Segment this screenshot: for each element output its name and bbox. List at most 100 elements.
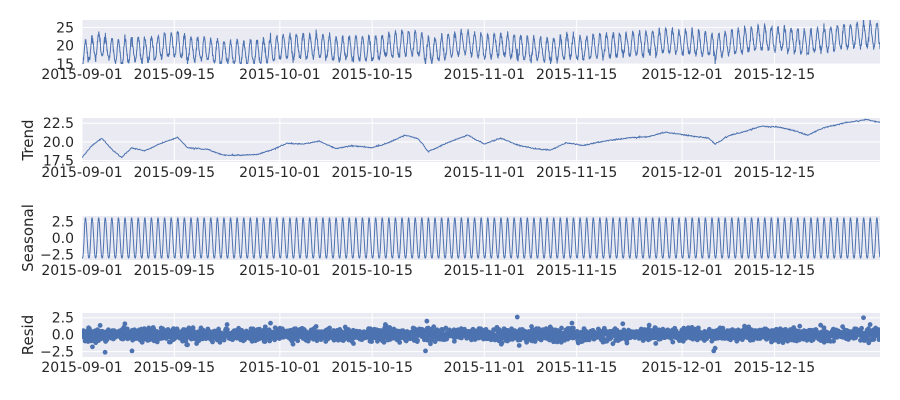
residual-point xyxy=(689,324,695,330)
residual-point xyxy=(262,339,268,344)
residual-point xyxy=(670,339,676,345)
residual-y-tick-label: 0.0 xyxy=(52,328,74,344)
trend-x-tick-label: 2015-11-01 xyxy=(444,165,525,181)
seasonal-x-tick-label: 2015-09-01 xyxy=(41,263,122,279)
seasonal-x-tick-label: 2015-12-15 xyxy=(734,263,815,279)
observed-x-tick-label: 2015-09-01 xyxy=(41,67,122,83)
residual-point xyxy=(559,325,564,331)
residual-point xyxy=(444,336,450,342)
residual-point xyxy=(712,345,718,351)
observed-series-line xyxy=(82,20,880,64)
residual-point xyxy=(383,323,389,329)
residual-point xyxy=(877,335,880,341)
residual-point xyxy=(742,323,747,329)
residual-point xyxy=(499,340,505,345)
trend-y-tick-label: 22.5 xyxy=(43,116,74,132)
residual-point xyxy=(529,324,534,329)
residual-point xyxy=(290,341,296,347)
trend-series-line xyxy=(82,118,880,159)
residual-y-tick-label: 2.5 xyxy=(52,311,74,327)
residual-point xyxy=(185,342,190,348)
residual-point xyxy=(129,348,135,354)
residual-point xyxy=(818,322,824,328)
residual-point xyxy=(431,324,437,330)
residual-point xyxy=(295,338,301,344)
seasonal-x-tick-label: 2015-11-01 xyxy=(444,263,525,279)
residual-point xyxy=(514,314,520,320)
seasonal-series-line xyxy=(82,217,880,259)
trend-x-tick-label: 2015-12-01 xyxy=(641,165,722,181)
residual-point xyxy=(210,339,215,345)
residual-point xyxy=(415,337,420,343)
observed-y-tick-label: 15 xyxy=(56,57,74,73)
residual-y-tick-label: −2.5 xyxy=(40,345,74,361)
trend-x-tick-label: 2015-12-15 xyxy=(734,165,815,181)
residual-point xyxy=(610,341,616,347)
residual-point xyxy=(369,339,375,345)
observed-x-tick-label: 2015-12-01 xyxy=(641,67,722,83)
residual-point xyxy=(443,325,449,331)
trend-y-tick-label: 17.5 xyxy=(43,154,74,170)
residual-point xyxy=(877,327,880,333)
residual-x-tick-label: 2015-12-15 xyxy=(734,360,815,376)
trend-x-tick-label: 2015-10-15 xyxy=(331,165,412,181)
residual-point xyxy=(90,344,95,350)
residual-point xyxy=(653,325,658,331)
residual-point xyxy=(864,336,870,342)
residual-point xyxy=(425,337,431,343)
residual-point xyxy=(387,325,393,330)
panel-seasonal: 2015-09-01 2015-09-15 2015-10-01 2015-10-15… xyxy=(19,204,880,279)
residual-point xyxy=(428,341,433,347)
residual-point xyxy=(720,325,726,331)
residual-x-tick-label: 2015-12-01 xyxy=(641,360,722,376)
seasonal-marks xyxy=(82,217,880,259)
observed-x-tick-label: 2015-10-15 xyxy=(331,67,412,83)
trend-x-tick-label: 2015-09-01 xyxy=(41,165,122,181)
residual-point xyxy=(217,339,223,345)
residual-point xyxy=(516,343,522,348)
residual-point xyxy=(327,325,332,331)
residual-point xyxy=(351,341,356,346)
trend-y-axis-label: Trend xyxy=(19,119,37,161)
panel-trend: 2015-09-01 2015-09-15 2015-10-01 2015-10-15… xyxy=(19,116,880,181)
residual-point xyxy=(97,323,103,328)
observed-x-tick-label: 2015-11-15 xyxy=(536,67,617,83)
residual-point xyxy=(866,340,872,346)
residual-point xyxy=(250,326,256,332)
residual-point xyxy=(381,339,387,345)
residual-x-tick-label: 2015-09-15 xyxy=(134,360,215,376)
residual-point xyxy=(423,348,428,354)
residual-point xyxy=(797,323,803,329)
panel-residual: 2015-09-01 2015-09-15 2015-10-01 2015-10-15… xyxy=(19,311,880,376)
residual-point xyxy=(570,325,576,331)
residual-point xyxy=(653,341,659,346)
seasonal-y-axis-label: Seasonal xyxy=(19,204,37,272)
residual-point xyxy=(646,322,652,328)
trend-plot-area xyxy=(82,118,880,162)
residual-point xyxy=(102,349,108,355)
residual-point xyxy=(569,320,575,326)
seasonal-x-tick-label: 2015-10-01 xyxy=(239,263,320,279)
residual-x-tick-label: 2015-10-01 xyxy=(239,360,320,376)
observed-x-tick-label: 2015-12-15 xyxy=(734,67,815,83)
observed-x-tick-label: 2015-09-15 xyxy=(134,67,215,83)
residual-point xyxy=(268,320,273,326)
trend-x-tick-label: 2015-09-15 xyxy=(134,165,215,181)
residual-point xyxy=(861,315,866,321)
residual-point xyxy=(532,339,538,344)
residual-point xyxy=(224,322,230,327)
residual-marks xyxy=(82,314,880,355)
residual-point xyxy=(867,322,873,327)
residual-point xyxy=(424,318,430,324)
residual-point xyxy=(397,340,403,345)
residual-point xyxy=(586,337,592,343)
residual-point xyxy=(221,337,227,343)
trend-x-tick-label: 2015-11-15 xyxy=(536,165,617,181)
residual-point xyxy=(122,321,128,327)
seasonal-y-tick-label: −2.5 xyxy=(40,248,74,264)
residual-point xyxy=(313,324,319,329)
seasonal-x-tick-label: 2015-12-01 xyxy=(641,263,722,279)
residual-point xyxy=(620,321,626,327)
observed-y-tick-label: 20 xyxy=(56,39,74,55)
